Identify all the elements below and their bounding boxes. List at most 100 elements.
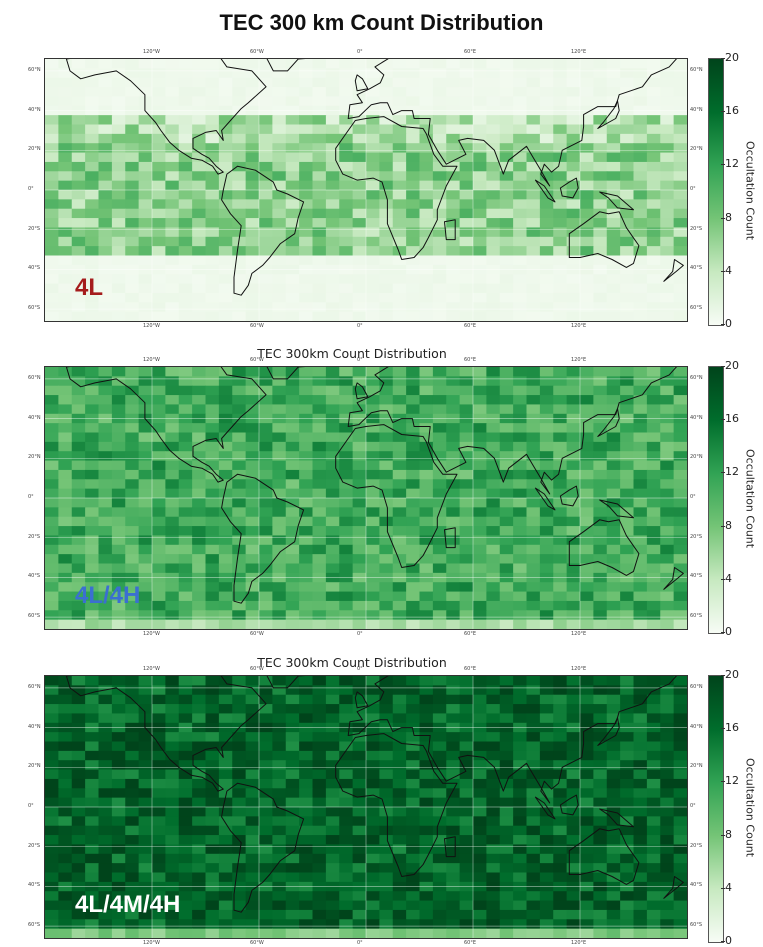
count-cell — [473, 778, 487, 789]
count-cell — [339, 367, 354, 377]
latitude-tick-right: 60°S — [690, 305, 703, 312]
count-cell — [339, 769, 354, 780]
count-cell — [513, 488, 528, 499]
count-cell — [580, 199, 594, 210]
count-cell — [606, 778, 621, 789]
count-cell — [553, 694, 568, 705]
count-cell — [111, 732, 126, 743]
count-cell — [232, 68, 247, 79]
count-cell — [178, 152, 193, 163]
count-cell — [499, 479, 514, 490]
count-cell — [432, 190, 447, 200]
count-cell — [513, 498, 528, 508]
count-cell — [539, 498, 554, 508]
count-cell — [152, 423, 166, 434]
count-cell — [125, 264, 140, 275]
count-cell — [566, 479, 581, 490]
count-cell — [526, 311, 541, 321]
count-cell — [218, 190, 233, 200]
count-cell — [339, 479, 354, 490]
count-cell — [379, 769, 394, 780]
count-cell — [660, 516, 675, 527]
count-cell — [539, 432, 554, 443]
count-cell — [98, 516, 113, 527]
count-cell — [111, 619, 126, 629]
count-cell — [593, 526, 608, 537]
count-cell — [660, 507, 675, 518]
count-cell — [178, 218, 193, 229]
count-cell — [45, 881, 59, 892]
count-cell — [646, 124, 661, 135]
count-cell — [299, 208, 314, 219]
count-cell — [633, 807, 648, 817]
count-cell — [366, 77, 380, 88]
count-cell — [205, 236, 220, 247]
count-cell — [325, 255, 340, 266]
count-cell — [473, 704, 487, 715]
count-cell — [218, 544, 233, 555]
count-cell — [526, 283, 541, 294]
latitude-tick-right: 60°N — [690, 66, 703, 73]
count-cell — [299, 788, 314, 799]
count-cell — [312, 572, 327, 583]
count-cell — [553, 685, 568, 696]
count-cell — [192, 143, 207, 154]
count-cell — [165, 96, 180, 107]
count-cell — [352, 844, 367, 855]
count-cell — [285, 367, 300, 377]
count-cell — [312, 143, 327, 154]
count-cell — [526, 544, 541, 555]
count-cell — [125, 835, 140, 846]
count-cell — [446, 161, 461, 172]
count-cell — [45, 124, 59, 135]
count-cell — [633, 572, 648, 583]
count-cell — [539, 853, 554, 864]
count-cell — [111, 143, 126, 154]
count-cell — [152, 68, 166, 79]
count-cell — [299, 292, 314, 303]
count-cell — [232, 516, 247, 527]
count-cell — [299, 124, 314, 135]
count-cell — [218, 469, 233, 480]
count-cell — [646, 311, 661, 321]
count-cell — [352, 124, 367, 135]
colorbar-tick: 12 — [721, 465, 739, 479]
count-cell — [580, 376, 594, 387]
count-cell — [71, 863, 86, 874]
count-cell — [218, 423, 233, 434]
count-cell — [539, 685, 554, 696]
count-cell — [553, 451, 568, 462]
count-cell — [125, 741, 140, 752]
count-cell — [473, 161, 487, 172]
count-cell — [580, 535, 594, 546]
count-cell — [245, 676, 260, 686]
count-cell — [152, 891, 166, 902]
count-cell — [633, 713, 648, 724]
count-cell — [152, 376, 166, 387]
count-cell — [446, 816, 461, 827]
count-cell — [245, 516, 260, 527]
count-cell — [499, 367, 514, 377]
count-cell — [98, 283, 113, 294]
count-cell — [620, 227, 635, 238]
count-cell — [419, 909, 434, 920]
count-cell — [593, 292, 608, 303]
count-cell — [593, 835, 608, 846]
count-cell — [71, 77, 86, 88]
count-cell — [352, 218, 367, 229]
count-cell — [499, 488, 514, 499]
count-cell — [499, 825, 514, 836]
count-cell — [660, 816, 675, 827]
count-cell — [633, 544, 648, 555]
count-cell — [660, 563, 675, 574]
count-cell — [312, 96, 327, 107]
count-cell — [406, 807, 421, 817]
count-cell — [673, 208, 687, 219]
count-cell — [45, 227, 59, 238]
count-cell — [325, 900, 340, 911]
count-cell — [339, 835, 354, 846]
count-cell — [312, 227, 327, 238]
count-cell — [85, 535, 100, 546]
count-cell — [406, 77, 421, 88]
count-cell — [85, 928, 100, 938]
